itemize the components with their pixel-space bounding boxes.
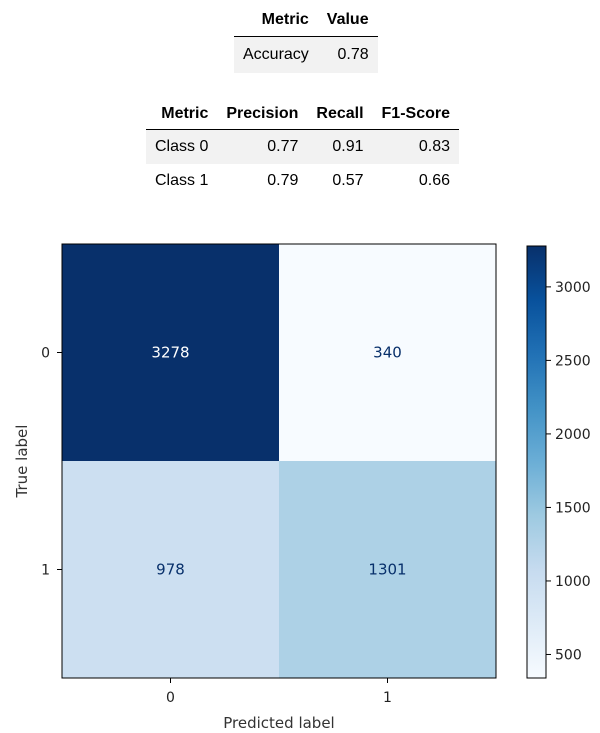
class-header-precision: Precision [217,100,308,130]
accuracy-label: Accuracy [234,36,318,73]
colorbar-tick-label-0: 500 [555,647,582,663]
colorbar-ticks: 500 1000 1500 2000 2500 3000 [546,280,591,663]
class-header-f1: F1-Score [372,100,459,130]
class-1-row: Class 1 0.79 0.57 0.66 [146,164,459,198]
y-axis-label: True label [13,425,31,499]
colorbar-tick-label-2: 1500 [555,500,591,516]
plot-frame [61,243,497,679]
class-1-label: Class 1 [155,172,209,189]
accuracy-row: Accuracy 0.78 [234,36,378,73]
class-metrics-table: Metric Precision Recall F1-Score Class 0… [146,100,459,198]
heatmap-cell-0-1 [279,244,496,461]
class-0-f1: 0.83 [372,129,459,164]
cell-value-label-0-0: 3278 [151,344,189,362]
colorbar-tick-label-3: 2000 [555,427,591,443]
y-axis-ticks: 01 [41,346,62,579]
y-tick-label-0: 0 [41,346,50,362]
class-header-recall: Recall [307,100,373,130]
heatmap-cells: 3278 340 978 1301 [62,244,496,678]
heatmap-cell-1-0 [62,461,279,678]
colorbar [526,245,547,679]
class-1-recall: 0.57 [332,172,364,189]
accuracy-table: Metric Value Accuracy 0.78 [234,6,378,73]
colorbar-tick-label-1: 1000 [555,574,591,590]
accuracy-value: 0.78 [317,36,378,73]
class-header-metric: Metric [146,100,218,130]
colorbar-tick-label-5: 3000 [555,280,591,296]
class-0-row: Class 0 0.77 0.91 0.83 [146,129,459,164]
class-1-f1: 0.66 [418,172,450,189]
accuracy-header-metric: Metric [234,6,318,37]
class-0-recall: 0.91 [307,129,373,164]
accuracy-header-value: Value [317,6,378,37]
class-0-label: Class 0 [146,129,218,164]
cell-value-label-1-0: 978 [156,561,185,579]
cell-value-label-1-1: 1301 [368,561,406,579]
x-tick-label-1: 1 [383,690,392,706]
class-table-header: Metric Precision Recall F1-Score [146,100,459,130]
accuracy-table-header: Metric Value [234,6,378,37]
x-tick-label-0: 0 [166,690,175,706]
y-tick-label-1: 1 [41,563,50,579]
heatmap-cell-0-0 [62,244,279,461]
heatmap-cell-1-1 [279,461,496,678]
colorbar-tick-label-4: 2500 [555,353,591,369]
cell-value-label-0-1: 340 [373,344,402,362]
class-1-precision: 0.79 [267,172,299,189]
class-0-precision: 0.77 [217,129,308,164]
x-axis-label: Predicted label [223,714,334,732]
